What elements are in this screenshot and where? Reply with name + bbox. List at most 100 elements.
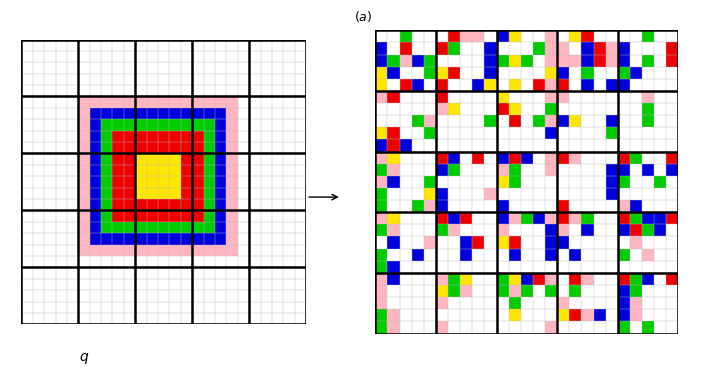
- Bar: [642, 164, 654, 176]
- Bar: [557, 224, 570, 236]
- Bar: [424, 176, 436, 188]
- Bar: [460, 273, 472, 285]
- Bar: [460, 236, 472, 249]
- Bar: [375, 273, 387, 285]
- Bar: [387, 176, 399, 188]
- Bar: [375, 200, 387, 212]
- Bar: [642, 30, 654, 42]
- Bar: [618, 55, 630, 67]
- Bar: [570, 285, 582, 297]
- Bar: [496, 55, 508, 67]
- Bar: [533, 212, 545, 224]
- Bar: [399, 55, 412, 67]
- Bar: [618, 42, 630, 55]
- Bar: [545, 249, 557, 261]
- Bar: [436, 91, 448, 103]
- Bar: [545, 67, 557, 79]
- Bar: [570, 273, 582, 285]
- Bar: [375, 67, 387, 79]
- Bar: [594, 42, 606, 55]
- Bar: [557, 236, 570, 249]
- Bar: [557, 200, 570, 212]
- Bar: [424, 115, 436, 127]
- Bar: [496, 91, 508, 103]
- Bar: [582, 273, 594, 285]
- Bar: [448, 152, 460, 164]
- Bar: [375, 261, 387, 273]
- Bar: [387, 236, 399, 249]
- Bar: [654, 224, 666, 236]
- Bar: [545, 212, 557, 224]
- Bar: [582, 30, 594, 42]
- Bar: [448, 212, 460, 224]
- Bar: [570, 249, 582, 261]
- Bar: [618, 273, 630, 285]
- Bar: [630, 236, 642, 249]
- Bar: [533, 273, 545, 285]
- Bar: [557, 42, 570, 55]
- Bar: [508, 55, 520, 67]
- Bar: [436, 103, 448, 115]
- Bar: [484, 188, 496, 200]
- Bar: [570, 55, 582, 67]
- Bar: [630, 212, 642, 224]
- Bar: [387, 139, 399, 152]
- Bar: [412, 115, 424, 127]
- Bar: [642, 103, 654, 115]
- Bar: [557, 55, 570, 67]
- Bar: [618, 152, 630, 164]
- Bar: [654, 212, 666, 224]
- Bar: [496, 152, 508, 164]
- Bar: [387, 273, 399, 285]
- Bar: [90, 108, 226, 244]
- Bar: [630, 309, 642, 321]
- Bar: [387, 261, 399, 273]
- Bar: [484, 115, 496, 127]
- Bar: [520, 273, 533, 285]
- Bar: [618, 321, 630, 334]
- Bar: [630, 152, 642, 164]
- Bar: [533, 42, 545, 55]
- Bar: [460, 249, 472, 261]
- Bar: [570, 30, 582, 42]
- Bar: [618, 176, 630, 188]
- Bar: [666, 212, 679, 224]
- Bar: [460, 30, 472, 42]
- Bar: [508, 285, 520, 297]
- Bar: [135, 153, 181, 199]
- Bar: [508, 273, 520, 285]
- Bar: [508, 103, 520, 115]
- Bar: [520, 152, 533, 164]
- Bar: [424, 67, 436, 79]
- Bar: [484, 79, 496, 91]
- Bar: [424, 200, 436, 212]
- Bar: [545, 164, 557, 176]
- Bar: [436, 285, 448, 297]
- Text: $q$: $q$: [79, 351, 89, 366]
- Bar: [582, 42, 594, 55]
- Bar: [436, 42, 448, 55]
- Bar: [424, 188, 436, 200]
- Bar: [618, 200, 630, 212]
- Bar: [545, 115, 557, 127]
- Bar: [582, 224, 594, 236]
- Bar: [375, 79, 387, 91]
- Bar: [375, 224, 387, 236]
- Bar: [594, 309, 606, 321]
- Bar: [630, 200, 642, 212]
- Bar: [570, 152, 582, 164]
- Bar: [545, 103, 557, 115]
- Bar: [557, 67, 570, 79]
- Bar: [387, 309, 399, 321]
- Bar: [448, 103, 460, 115]
- Bar: [570, 115, 582, 127]
- Bar: [557, 115, 570, 127]
- Bar: [375, 42, 387, 55]
- Bar: [508, 164, 520, 176]
- Bar: [545, 236, 557, 249]
- Bar: [460, 285, 472, 297]
- Bar: [508, 115, 520, 127]
- Bar: [557, 91, 570, 103]
- Bar: [436, 321, 448, 334]
- Bar: [375, 249, 387, 261]
